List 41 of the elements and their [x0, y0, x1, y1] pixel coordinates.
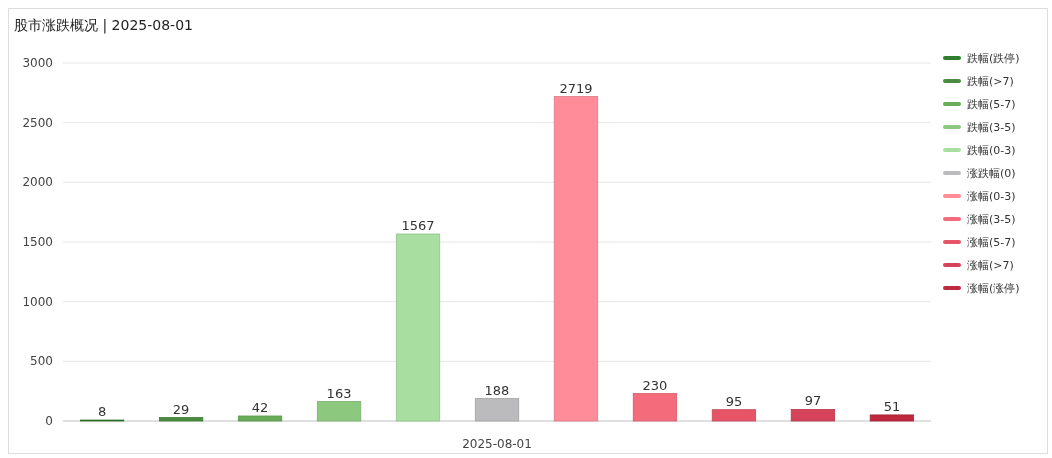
bar [553, 96, 599, 422]
legend-label: 跌幅(3-5) [967, 121, 1016, 134]
data-label: 2719 [559, 80, 593, 96]
bar [316, 401, 362, 422]
legend-label: 跌幅(0-3) [967, 144, 1016, 157]
data-label: 29 [172, 401, 190, 417]
bar [474, 398, 520, 422]
data-label: 163 [326, 385, 352, 401]
legend-label: 涨跌幅(0) [967, 167, 1016, 180]
legend-label: 涨幅(涨停) [967, 282, 1020, 295]
bar [237, 415, 283, 422]
legend-label: 涨幅(0-3) [967, 190, 1016, 203]
y-tick-label: 1000 [22, 294, 53, 309]
legend-label: 涨幅(3-5) [967, 213, 1016, 226]
data-label: 188 [484, 382, 510, 398]
bar [711, 409, 757, 422]
y-tick-label: 2500 [22, 115, 53, 130]
data-label: 230 [642, 377, 668, 393]
legend-label: 跌幅(跌停) [967, 52, 1020, 65]
bar [632, 393, 678, 422]
legend-label: 跌幅(>7) [967, 75, 1014, 88]
y-tick-label: 0 [45, 414, 53, 428]
bar [395, 233, 441, 422]
data-label: 1567 [401, 218, 435, 233]
bar [869, 414, 915, 422]
data-label: 8 [97, 404, 107, 420]
chart-title: 股市涨跌概况 | 2025-08-01 [14, 17, 193, 34]
x-tick-label: 2025-08-01 [462, 437, 532, 451]
y-tick-label: 500 [30, 354, 53, 369]
bar [158, 417, 204, 422]
legend-label: 涨幅(5-7) [967, 236, 1016, 249]
legend-label: 跌幅(5-7) [967, 98, 1016, 111]
y-tick-label: 1500 [22, 235, 53, 249]
y-tick-label: 2000 [22, 175, 53, 190]
legend-label: 涨幅(>7) [967, 259, 1014, 272]
data-label: 51 [883, 398, 901, 414]
bar [790, 409, 836, 422]
data-label: 97 [804, 393, 822, 409]
y-tick-label: 3000 [22, 56, 53, 70]
data-label: 42 [251, 399, 269, 415]
data-label: 95 [725, 393, 743, 409]
